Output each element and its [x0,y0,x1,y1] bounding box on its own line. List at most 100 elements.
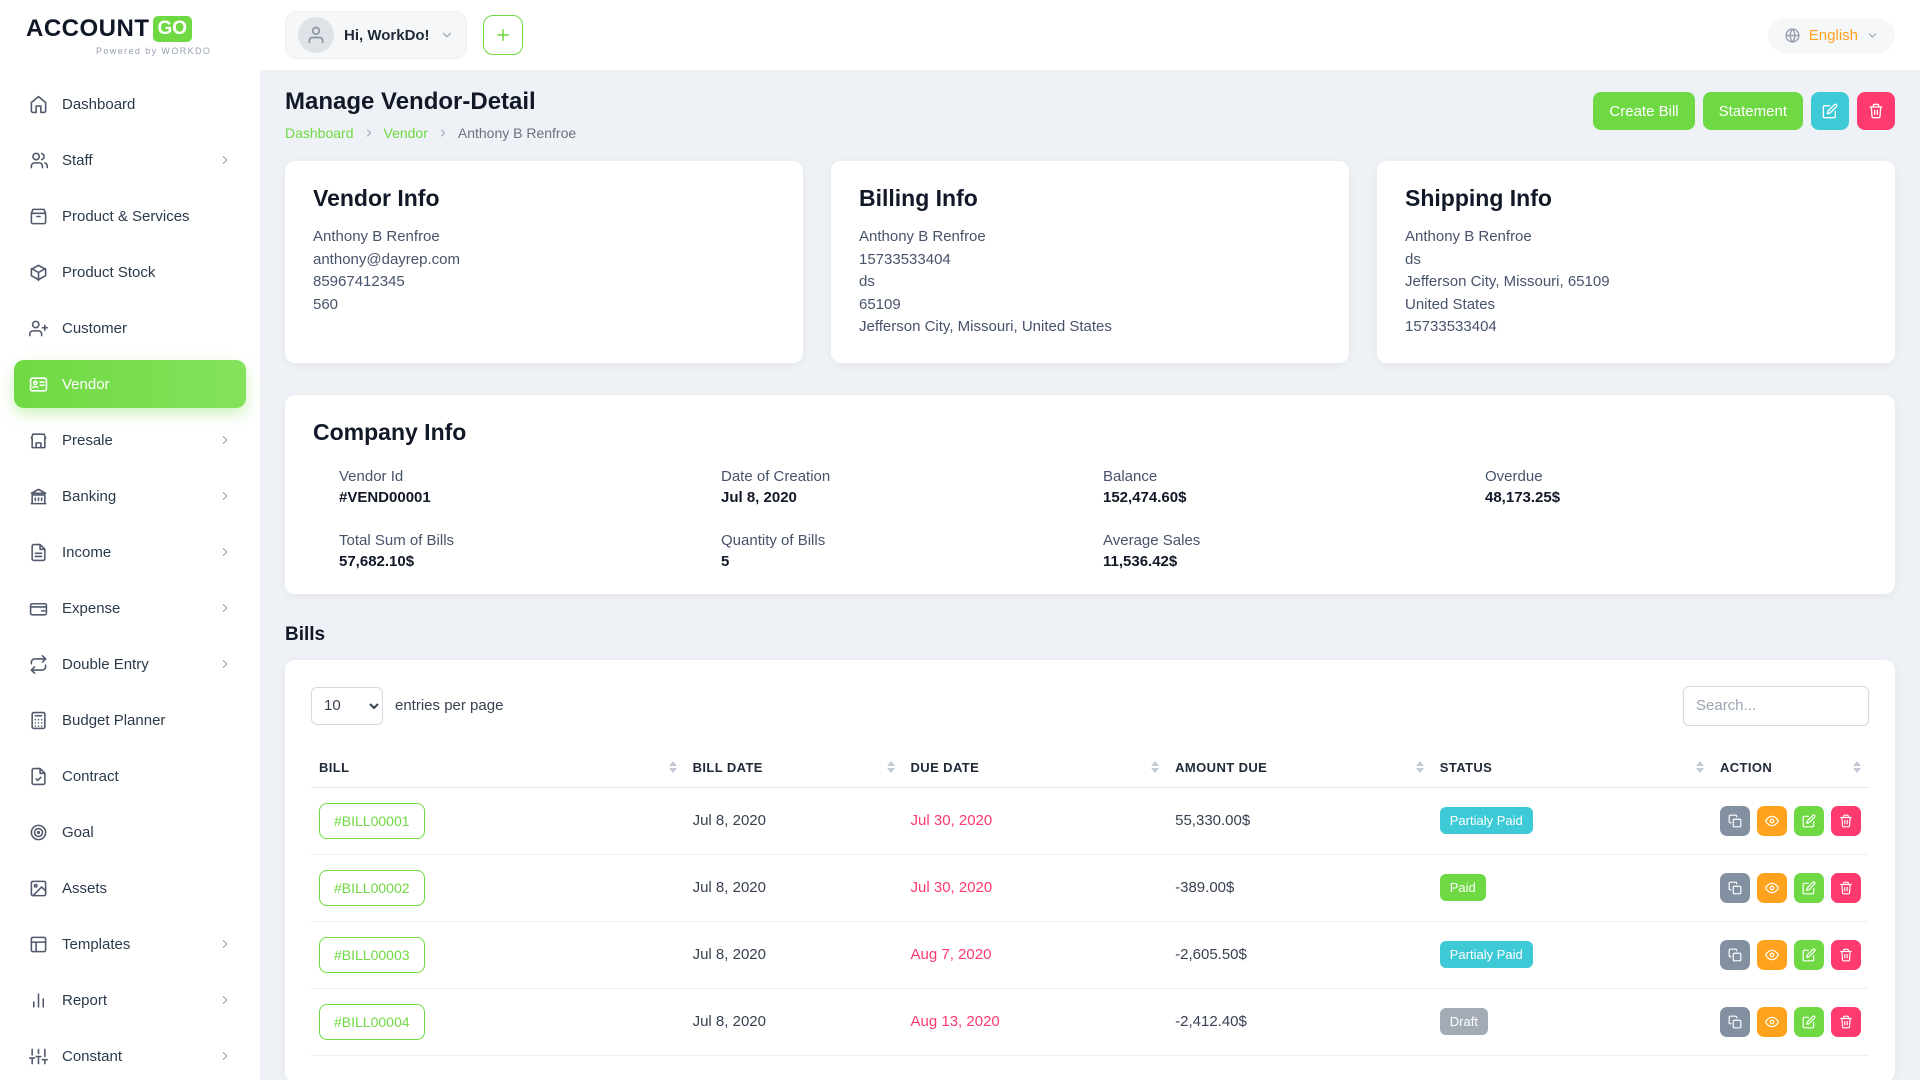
card-title: Vendor Info [313,185,440,211]
column-label: BILL [319,759,350,775]
breadcrumb-dashboard[interactable]: Dashboard [285,125,354,141]
bill-number-link[interactable]: #BILL00002 [319,869,425,906]
edit-icon [1802,1015,1816,1029]
trash-icon [1839,1015,1853,1029]
delete-button[interactable] [1830,872,1861,903]
bill-date-cell: Jul 8, 2020 [684,921,903,989]
column-header-due-date[interactable]: DUE DATE [902,747,1168,788]
repeat-icon [28,654,48,674]
row-actions [1719,872,1861,903]
create-bill-button[interactable]: Create Bill [1593,92,1695,130]
column-label: BILL DATE [692,759,763,775]
due-date-cell: Aug 13, 2020 [902,988,1168,1056]
sort-icon[interactable] [1151,761,1160,773]
entries-per-page-select[interactable]: 10 [311,686,383,725]
duplicate-button[interactable] [1719,939,1750,970]
page-header: Manage Vendor-Detail Dashboard Vendor An… [285,88,1895,141]
sort-icon[interactable] [1695,761,1704,773]
plus-icon [494,26,512,44]
sidebar-item-label: Dashboard [62,95,136,113]
chevron-right-icon [363,127,375,139]
column-header-bill[interactable]: BILL [311,747,685,788]
edit-button[interactable] [1793,872,1824,903]
edit-button[interactable] [1793,939,1824,970]
duplicate-button[interactable] [1719,805,1750,836]
field-label: Quantity of Bills [721,531,826,549]
chevron-right-icon [218,433,232,447]
sidebar-item-report[interactable]: Report [14,976,246,1024]
user-check-icon [28,318,48,338]
chevron-right-icon [218,1049,232,1063]
company-field-quantity-of-bills: Quantity of Bills 5 [721,532,1103,570]
amount-due-cell: -389.00$ [1167,854,1432,922]
logo-go-badge: GO [152,15,193,42]
language-selector[interactable]: English [1767,17,1895,53]
sidebar-item-presale[interactable]: Presale [14,416,246,464]
row-actions [1719,939,1861,970]
sidebar-item-product-stock[interactable]: Product Stock [14,248,246,296]
copy-icon [1728,881,1742,895]
edit-button[interactable] [1793,805,1824,836]
bill-number-link[interactable]: #BILL00001 [319,802,425,839]
bills-table-head: BILL BILL DATE DUE DATE AMOUNT DUE STATUS ACT… [311,747,1869,788]
statement-button[interactable]: Statement [1702,92,1803,130]
search-input[interactable] [1683,685,1869,726]
chevron-right-icon [218,601,232,615]
sidebar-item-dashboard[interactable]: Dashboard [14,80,246,128]
column-header-amount-due[interactable]: AMOUNT DUE [1167,747,1432,788]
sidebar-item-product-services[interactable]: Product & Services [14,192,246,240]
sidebar-item-templates[interactable]: Templates [14,920,246,968]
sort-icon[interactable] [668,761,677,773]
sidebar-item-label: Expense [62,599,121,617]
delete-button[interactable] [1830,939,1861,970]
delete-button[interactable] [1830,805,1861,836]
sidebar-item-expense[interactable]: Expense [14,584,246,632]
sidebar-item-assets[interactable]: Assets [14,864,246,912]
sidebar-item-income[interactable]: Income [14,528,246,576]
sidebar-item-label: Report [62,991,108,1009]
field-label: Date of Creation [721,467,831,485]
company-field-overdue: Overdue 48,173.25$ [1485,468,1867,506]
sidebar-item-staff[interactable]: Staff [14,136,246,184]
view-button[interactable] [1756,939,1787,970]
view-button[interactable] [1756,872,1787,903]
bill-number-link[interactable]: #BILL00003 [319,936,425,973]
quick-add-button[interactable] [482,15,523,55]
sidebar-item-banking[interactable]: Banking [14,472,246,520]
trash-icon [1839,948,1853,962]
bill-number-link[interactable]: #BILL00004 [319,1003,425,1040]
logo-tagline: Powered by WORKDO [96,45,212,56]
column-header-status[interactable]: STATUS [1431,747,1712,788]
edit-button[interactable] [1793,1006,1824,1037]
delete-vendor-button[interactable] [1857,92,1895,130]
duplicate-button[interactable] [1719,872,1750,903]
view-button[interactable] [1756,1006,1787,1037]
delete-button[interactable] [1830,1006,1861,1037]
field-value: #VEND00001 [339,488,431,506]
view-button[interactable] [1756,805,1787,836]
sidebar-item-goal[interactable]: Goal [14,808,246,856]
sidebar-item-contract[interactable]: Contract [14,752,246,800]
column-header-action[interactable]: ACTION [1711,747,1869,788]
column-header-bill-date[interactable]: BILL DATE [684,747,903,788]
sidebar-item-double-entry[interactable]: Double Entry [14,640,246,688]
sort-icon[interactable] [886,761,895,773]
sidebar-item-label: Budget Planner [62,711,166,729]
logo[interactable]: ACCOUNT GO Powered by WORKDO [14,0,246,70]
user-menu[interactable]: Hi, WorkDo! [285,11,467,59]
sidebar-item-vendor[interactable]: Vendor [14,360,246,408]
edit-vendor-button[interactable] [1811,92,1849,130]
income-icon [28,542,48,562]
duplicate-button[interactable] [1719,1006,1750,1037]
edit-icon [1802,881,1816,895]
breadcrumb-vendor[interactable]: Vendor [383,125,428,141]
sidebar-item-budget-planner[interactable]: Budget Planner [14,696,246,744]
sort-icon[interactable] [1415,761,1424,773]
sidebar-item-customer[interactable]: Customer [14,304,246,352]
vendor-icon [28,374,48,394]
report-icon [28,990,48,1010]
bills-section-title: Bills [285,623,326,645]
info-line: 560 [313,295,339,313]
sidebar-item-constant[interactable]: Constant [14,1032,246,1080]
sort-icon[interactable] [1853,761,1861,773]
